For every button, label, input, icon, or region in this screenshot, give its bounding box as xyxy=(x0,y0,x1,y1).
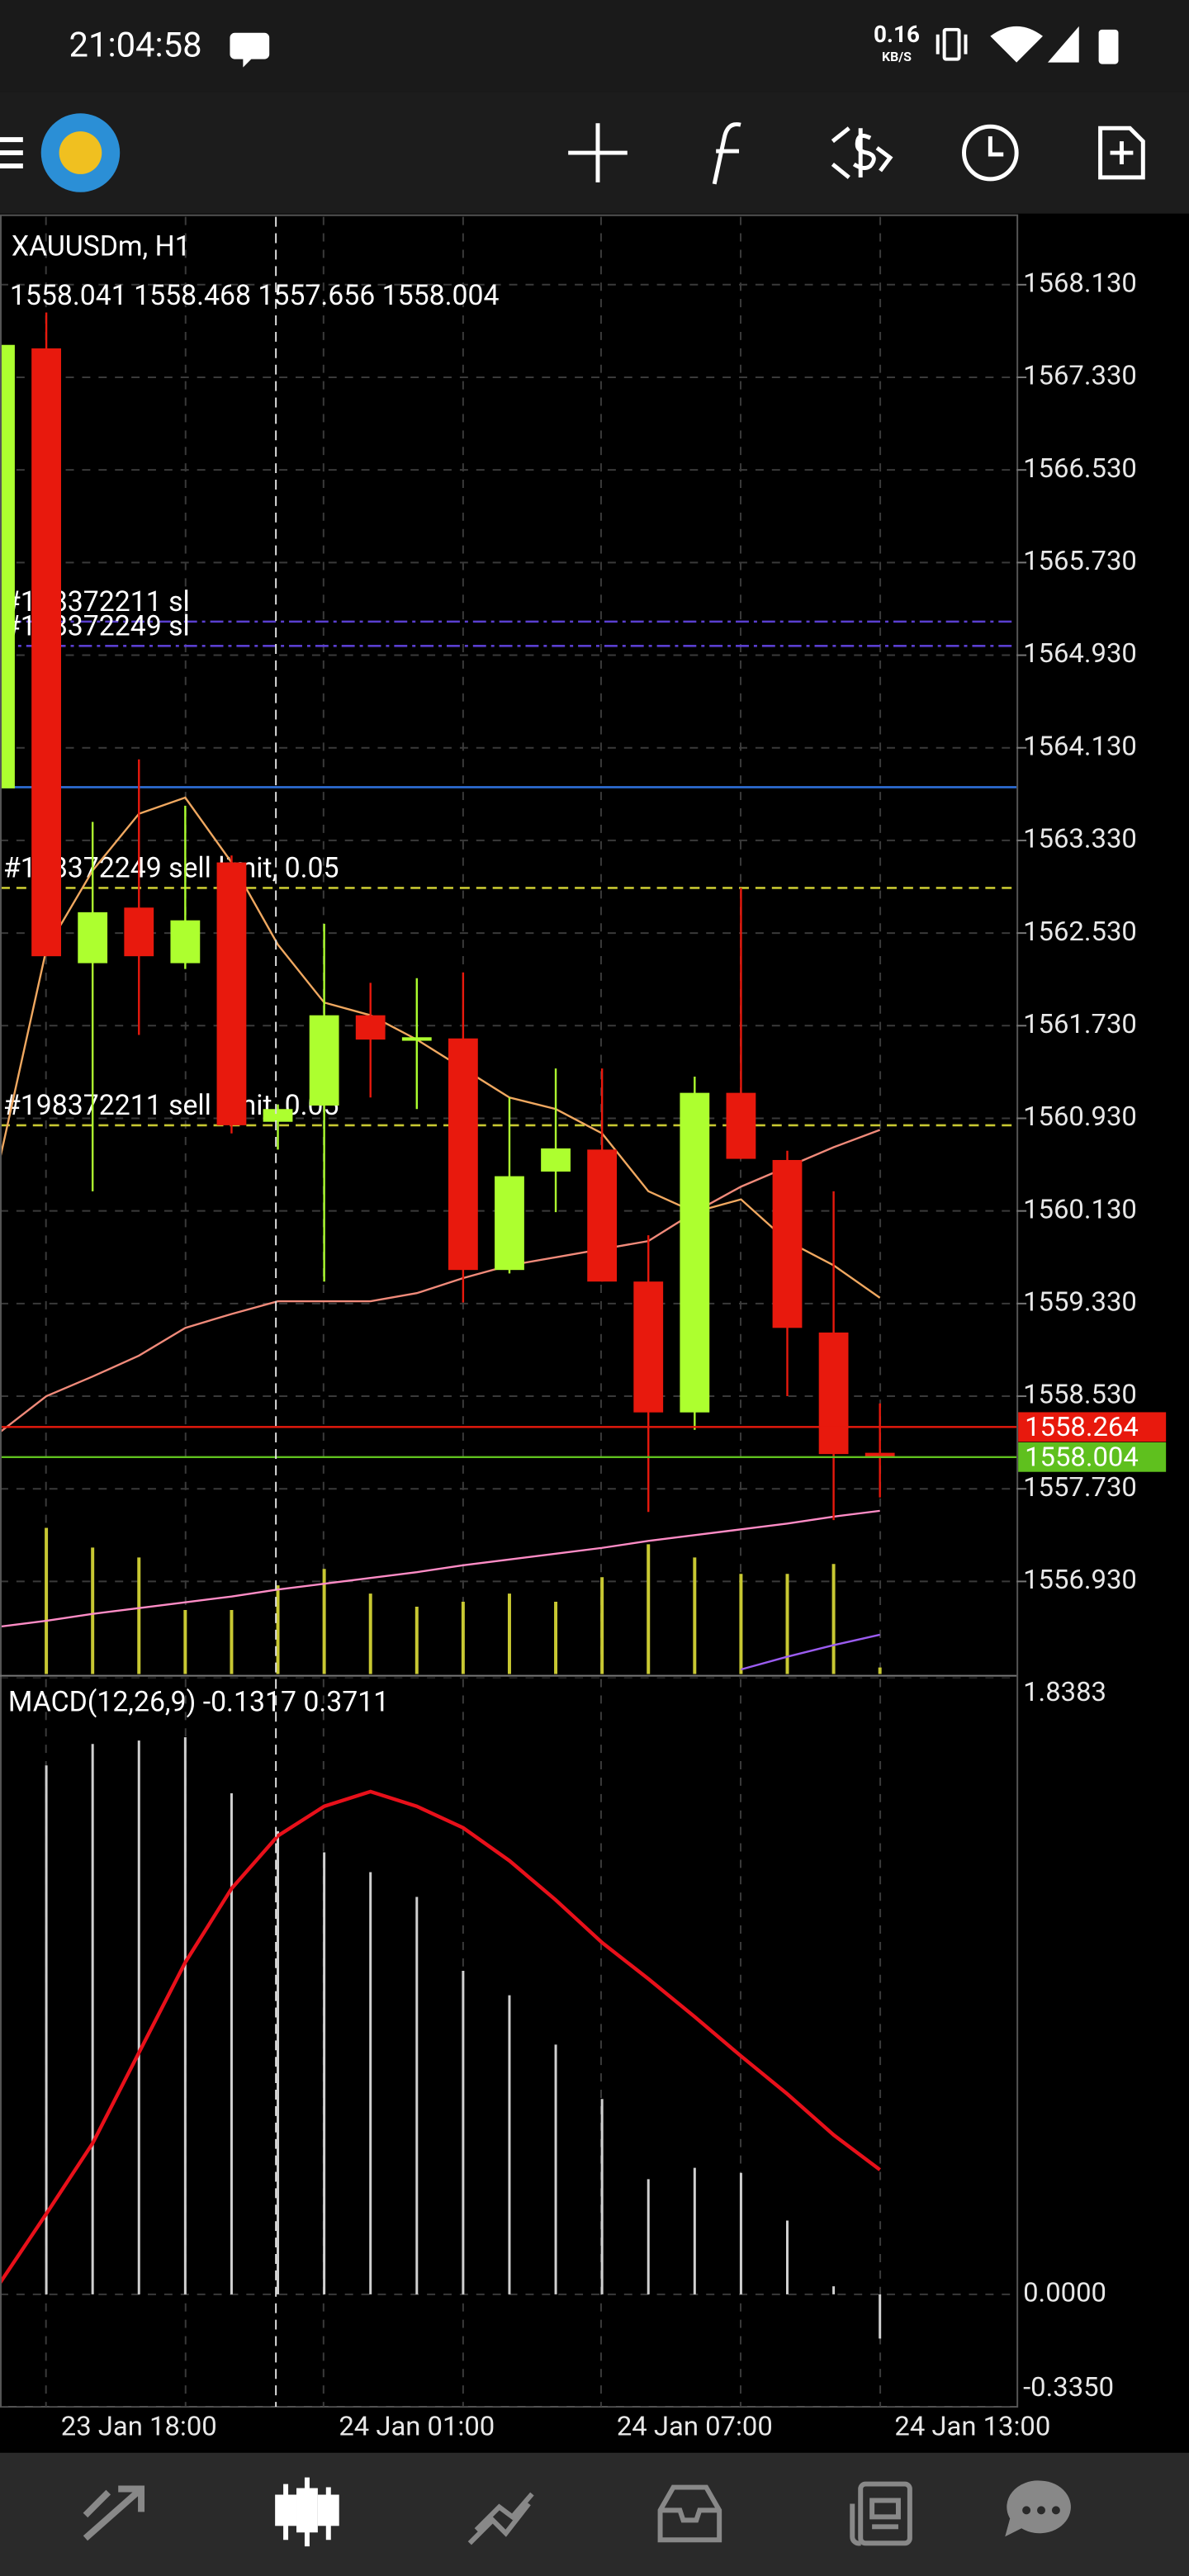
x-tick-label: 24 Jan 01:00 xyxy=(339,2412,495,2443)
history-tab[interactable] xyxy=(657,2484,722,2543)
candle-body xyxy=(495,1176,524,1271)
y-tick-label: 1564.130 xyxy=(1023,731,1137,762)
x-tick-label: 24 Jan 13:00 xyxy=(894,2412,1050,2443)
candle-body xyxy=(1,344,15,788)
readout-open: 1558.041 xyxy=(10,280,127,312)
candle-body xyxy=(124,907,154,957)
y-tick-label: 1565.730 xyxy=(1023,546,1137,577)
last-label: 1558.004 xyxy=(1025,1442,1139,1473)
candle-body xyxy=(31,348,61,957)
notification-icon xyxy=(230,32,270,68)
last-box xyxy=(1018,1442,1167,1472)
macd-readout: MACD(12,26,9) -0.1317 0.3711 xyxy=(8,1686,389,1718)
net-speed: 0.16 xyxy=(874,21,920,48)
moving-average xyxy=(1,1129,881,1432)
axes: 1568.130 1567.330 1566.530 1565.730 1564.930… xyxy=(61,268,1167,2443)
moving-average xyxy=(1,1509,880,1628)
news-tab[interactable] xyxy=(850,2481,912,2546)
candle-body xyxy=(216,862,247,1125)
candle-body xyxy=(865,1452,895,1457)
moving-average xyxy=(741,1633,880,1671)
candle-body xyxy=(170,920,201,964)
order-label: #198372249 sl xyxy=(3,610,190,642)
candle-body xyxy=(309,1015,339,1106)
chart-title: XAUUSDm, H1 xyxy=(12,230,191,263)
vibrate-icon xyxy=(936,27,968,61)
timeframe-button[interactable] xyxy=(962,124,1019,182)
quotes-tab[interactable] xyxy=(83,2485,145,2541)
bottom-nav xyxy=(0,2452,1189,2576)
candle-body xyxy=(633,1281,664,1413)
y-tick-label: 1559.330 xyxy=(1023,1287,1137,1319)
y-tick-label: 1557.730 xyxy=(1023,1472,1137,1503)
signal-line xyxy=(1,1789,881,2285)
y-tick-label: 1564.930 xyxy=(1023,638,1137,670)
x-tick-label: 24 Jan 07:00 xyxy=(617,2412,773,2443)
clock: 21:04:58 xyxy=(69,26,202,66)
wifi-icon xyxy=(990,26,1043,63)
net-unit: KB/S xyxy=(882,49,912,64)
chart-tab[interactable] xyxy=(275,2477,339,2547)
battery-icon xyxy=(1098,29,1119,64)
y-tick-label: 1566.530 xyxy=(1023,453,1137,485)
indicators-button[interactable] xyxy=(712,122,741,185)
y-tick-label: 1568.130 xyxy=(1023,268,1137,299)
y-tick-label: 1560.130 xyxy=(1023,1194,1137,1225)
candle-body xyxy=(78,912,108,964)
candle-body xyxy=(818,1332,849,1455)
candle-body xyxy=(448,1038,478,1271)
readout-low: 1557.656 xyxy=(258,280,375,312)
candle-body xyxy=(726,1092,756,1159)
candle-body xyxy=(401,1037,432,1041)
bid-label: 1558.264 xyxy=(1025,1412,1139,1443)
y-tick-label: 1563.330 xyxy=(1023,824,1137,855)
price-panel: #198372211 sl#198372249 sl#198372249 sel… xyxy=(1,283,1017,1674)
candle-body xyxy=(263,1109,293,1122)
candle-body xyxy=(541,1148,571,1172)
crosshair-button[interactable] xyxy=(568,123,628,182)
y-tick-label: 1.8383 xyxy=(1023,1677,1106,1708)
y-tick-label: 1561.730 xyxy=(1023,1009,1137,1040)
y-tick-label: 1558.530 xyxy=(1023,1380,1137,1411)
candle-body xyxy=(680,1092,710,1413)
moving-average xyxy=(1,796,881,1299)
macd-signal: 0.3711 xyxy=(303,1686,389,1718)
menu-button[interactable] xyxy=(0,137,23,168)
macd-title: MACD(12,26,9) xyxy=(8,1686,196,1718)
y-tick-label: 1560.930 xyxy=(1023,1101,1137,1133)
y-tick-label: 1562.530 xyxy=(1023,916,1137,948)
macd-panel xyxy=(1,1677,1017,2408)
readout-high: 1558.468 xyxy=(134,280,251,312)
candle-body xyxy=(587,1149,618,1282)
y-tick-label: 0.0000 xyxy=(1023,2278,1106,2309)
new-order-button[interactable] xyxy=(1098,125,1145,180)
bid-box xyxy=(1018,1412,1167,1442)
macd-main: -0.1317 xyxy=(203,1686,296,1718)
trade-tab[interactable] xyxy=(467,2492,534,2545)
y-tick-label: 1567.330 xyxy=(1023,361,1137,392)
y-tick-label: -0.3350 xyxy=(1023,2372,1114,2403)
ohlc-readout: 1558.041 1558.468 1557.656 1558.004 xyxy=(10,280,500,312)
x-tick-label: 23 Jan 18:00 xyxy=(61,2412,217,2443)
status-bar xyxy=(0,0,1189,92)
candle-body xyxy=(772,1159,803,1328)
y-tick-label: 1556.930 xyxy=(1023,1565,1137,1596)
candle-body xyxy=(355,1015,386,1040)
trade-button[interactable] xyxy=(831,126,893,179)
readout-close: 1558.004 xyxy=(382,280,500,312)
